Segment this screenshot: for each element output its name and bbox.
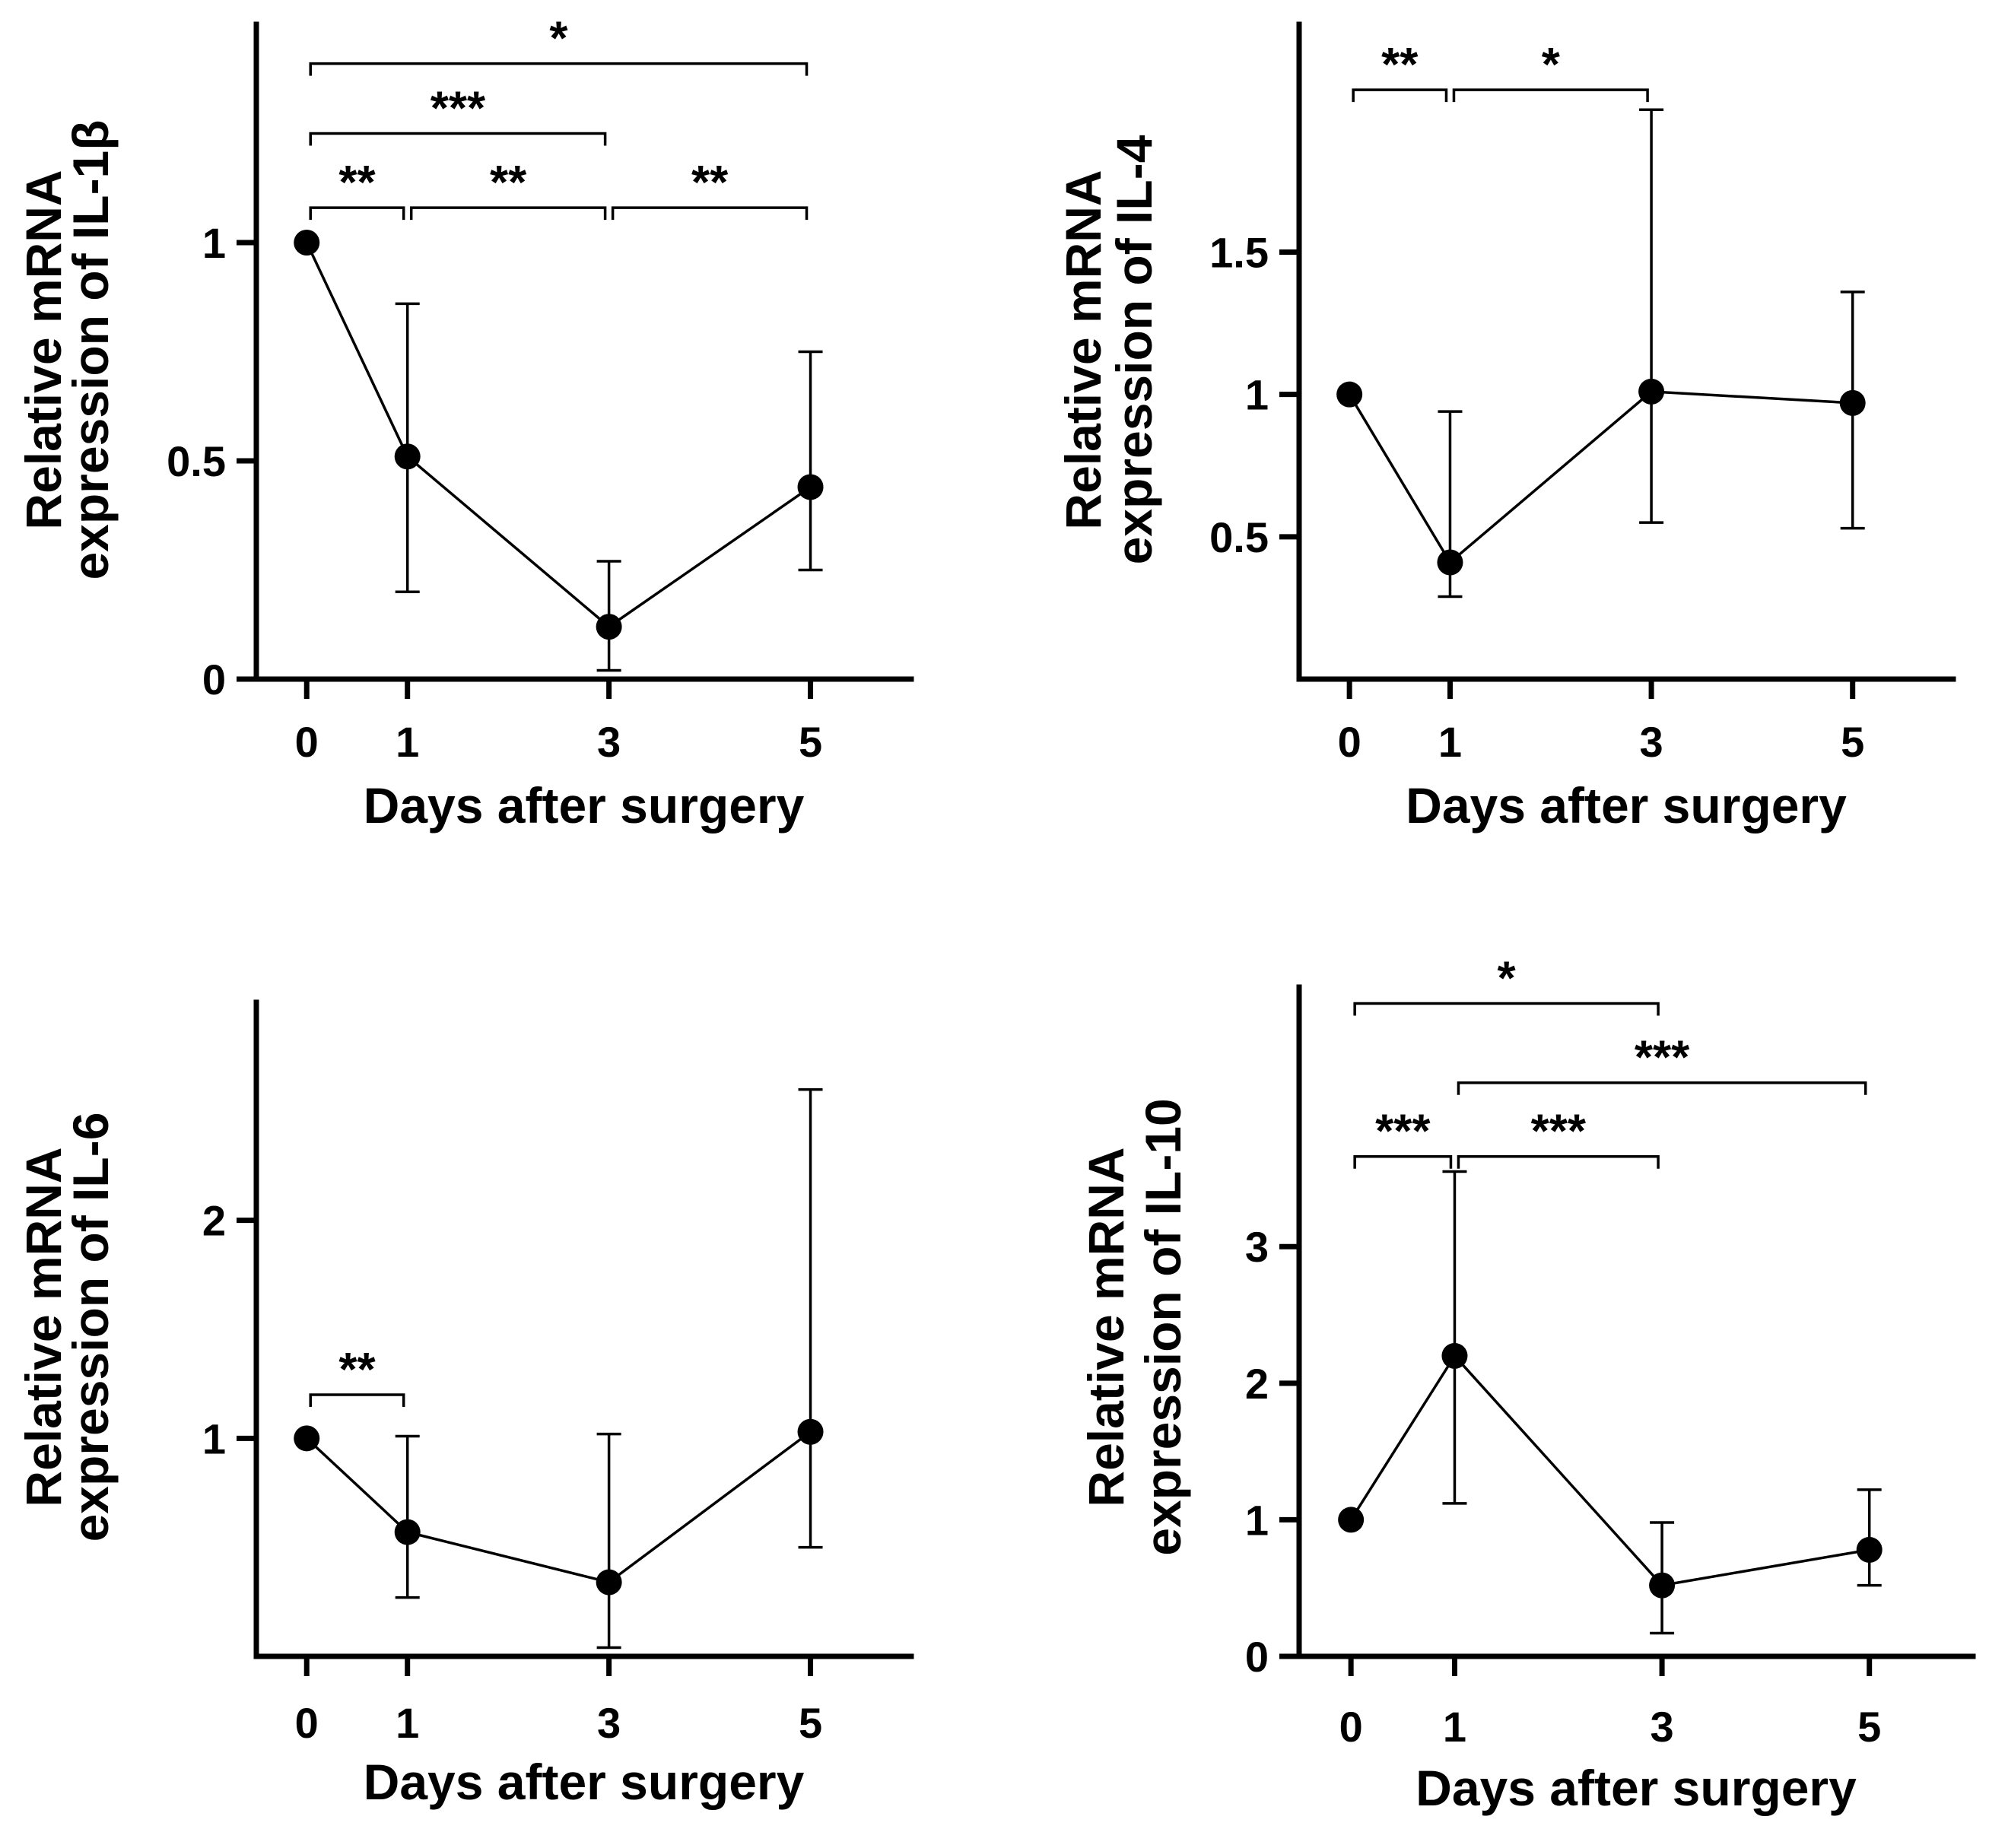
chart-4-significance-bracket (1457, 1081, 1867, 1095)
chart-4-y-tick-label: 2 (1245, 1360, 1269, 1408)
chart-2-x-tick-label: 0 (1338, 718, 1361, 766)
chart-1-significance-label: ** (490, 157, 527, 209)
chart-1-significance-bracket (611, 206, 809, 221)
chart-1-y-tick-label: 1 (202, 219, 226, 267)
panel-il4: 0.5 1 1.5 0 1 3 5 Days after surgery Relative mR… (1055, 21, 1956, 834)
chart-3-y-axis-title-line-2: expression of IL-6 (62, 1113, 119, 1542)
chart-2-y-tick-label: 1.5 (1209, 228, 1269, 276)
chart-4-significance-label: *** (1635, 1032, 1690, 1084)
chart-3-significance-bracket (309, 1393, 405, 1407)
chart-4-y-tick-label: 3 (1245, 1223, 1269, 1271)
chart-3-y-tick-label: 1 (202, 1415, 226, 1462)
chart-2-y-tick-label: 1 (1245, 371, 1269, 419)
chart-1-data-point (797, 474, 824, 500)
panel-il6: 1 2 0 1 3 5 Days after surgery Relative mRNAexp… (15, 999, 914, 1810)
chart-2-data-point (1638, 378, 1665, 405)
chart-1-data-point (596, 614, 622, 640)
chart-4-x-tick-label: 3 (1650, 1703, 1673, 1751)
chart-3-x-tick-label: 3 (597, 1699, 621, 1747)
chart-4-data-point (1856, 1536, 1883, 1563)
chart-2-y-axis-title-line-1: Relative mRNA (1055, 170, 1111, 529)
chart-4-x-tick-label: 5 (1857, 1703, 1881, 1751)
chart-2-x-tick-label: 5 (1841, 718, 1864, 766)
chart-2-series-line (1348, 390, 1853, 565)
chart-3-series-line (306, 1430, 812, 1584)
chart-4-y-tick-label: 0 (1245, 1633, 1269, 1681)
chart-1-x-tick-label: 1 (396, 718, 419, 766)
chart-1-x-tick-label: 3 (597, 718, 621, 766)
chart-4-data-point (1649, 1572, 1676, 1599)
chart-4-y-axis-title-line-1: Relative mRNA (1078, 1147, 1134, 1507)
chart-4-x-axis-title: Days after surgery (1415, 1760, 1857, 1816)
chart-2-x-tick-label: 1 (1438, 718, 1462, 766)
chart-3-y-tick-label: 2 (202, 1197, 226, 1245)
chart-1-significance-bracket (309, 132, 607, 146)
chart-1-x-tick-label: 0 (295, 718, 319, 766)
chart-1-significance-label: * (549, 13, 568, 65)
chart-1-y-axis-title-line-2: expression of IL-1β (62, 119, 119, 579)
chart-4-data-point (1441, 1342, 1468, 1369)
chart-1-x-tick-label: 5 (799, 718, 822, 766)
chart-1-data-point (394, 443, 421, 470)
chart-2-significance-label: * (1542, 39, 1561, 91)
chart-1-y-tick-label: 0 (202, 656, 226, 703)
chart-4-significance-bracket (1457, 1154, 1660, 1169)
chart-2-y-axis-title-line-2: expression of IL-4 (1106, 135, 1162, 564)
chart-3-x-tick-label: 1 (396, 1699, 419, 1747)
chart-1-series-line (305, 242, 812, 629)
chart-2-data-point (1336, 381, 1363, 408)
chart-4-significance-label: *** (1375, 1106, 1431, 1158)
chart-2-significance-label: ** (1381, 39, 1419, 91)
chart-1-significance-bracket (409, 206, 607, 221)
chart-1-data-point (294, 230, 320, 256)
panel-il1b: 0 0.5 1 0 1 3 5 Days after surgery Relative mRNA… (15, 13, 914, 834)
chart-4-significance-bracket (1353, 1154, 1453, 1169)
chart-3-data-point (294, 1425, 320, 1452)
chart-1-significance-bracket (309, 206, 405, 221)
chart-3-data-point (797, 1418, 824, 1445)
chart-2-significance-bracket (1452, 88, 1649, 103)
chart-2-x-axis-title: Days after surgery (1406, 777, 1847, 834)
chart-4-significance-bracket (1353, 1002, 1660, 1016)
chart-4-data-point (1338, 1507, 1365, 1533)
chart-2-data-point (1839, 389, 1866, 416)
chart-4-series-line (1349, 1354, 1870, 1587)
chart-1-x-axis-title: Days after surgery (364, 777, 805, 834)
chart-4-significance-label: *** (1531, 1106, 1587, 1158)
chart-4-x-tick-label: 0 (1339, 1703, 1363, 1751)
chart-2-data-point (1437, 549, 1463, 576)
chart-1-significance-bracket (309, 62, 809, 76)
chart-4-significance-label: * (1498, 953, 1517, 1005)
chart-2-significance-bracket (1352, 88, 1448, 103)
chart-3-data-point (596, 1569, 622, 1596)
chart-3-x-axis-title: Days after surgery (364, 1754, 805, 1810)
chart-3-x-tick-label: 5 (799, 1699, 822, 1747)
chart-4-y-tick-label: 1 (1245, 1496, 1269, 1544)
chart-1-y-tick-label: 0.5 (167, 437, 226, 485)
chart-1-significance-label: ** (338, 157, 376, 209)
chart-3-significance-label: ** (338, 1344, 376, 1396)
chart-1-significance-label: *** (431, 83, 486, 135)
chart-1-y-axis-title-line-1: Relative mRNA (15, 170, 71, 529)
chart-2-x-tick-label: 3 (1639, 718, 1663, 766)
chart-1-significance-label: ** (691, 157, 729, 209)
chart-2-y-tick-label: 0.5 (1209, 513, 1269, 561)
chart-3-data-point (394, 1519, 421, 1545)
chart-4-y-axis-title-line-2: expression of IL-10 (1135, 1098, 1191, 1556)
chart-4-x-tick-label: 1 (1443, 1703, 1466, 1751)
chart-3-x-tick-label: 0 (295, 1699, 319, 1747)
chart-3-y-axis-title-line-1: Relative mRNA (15, 1147, 71, 1507)
